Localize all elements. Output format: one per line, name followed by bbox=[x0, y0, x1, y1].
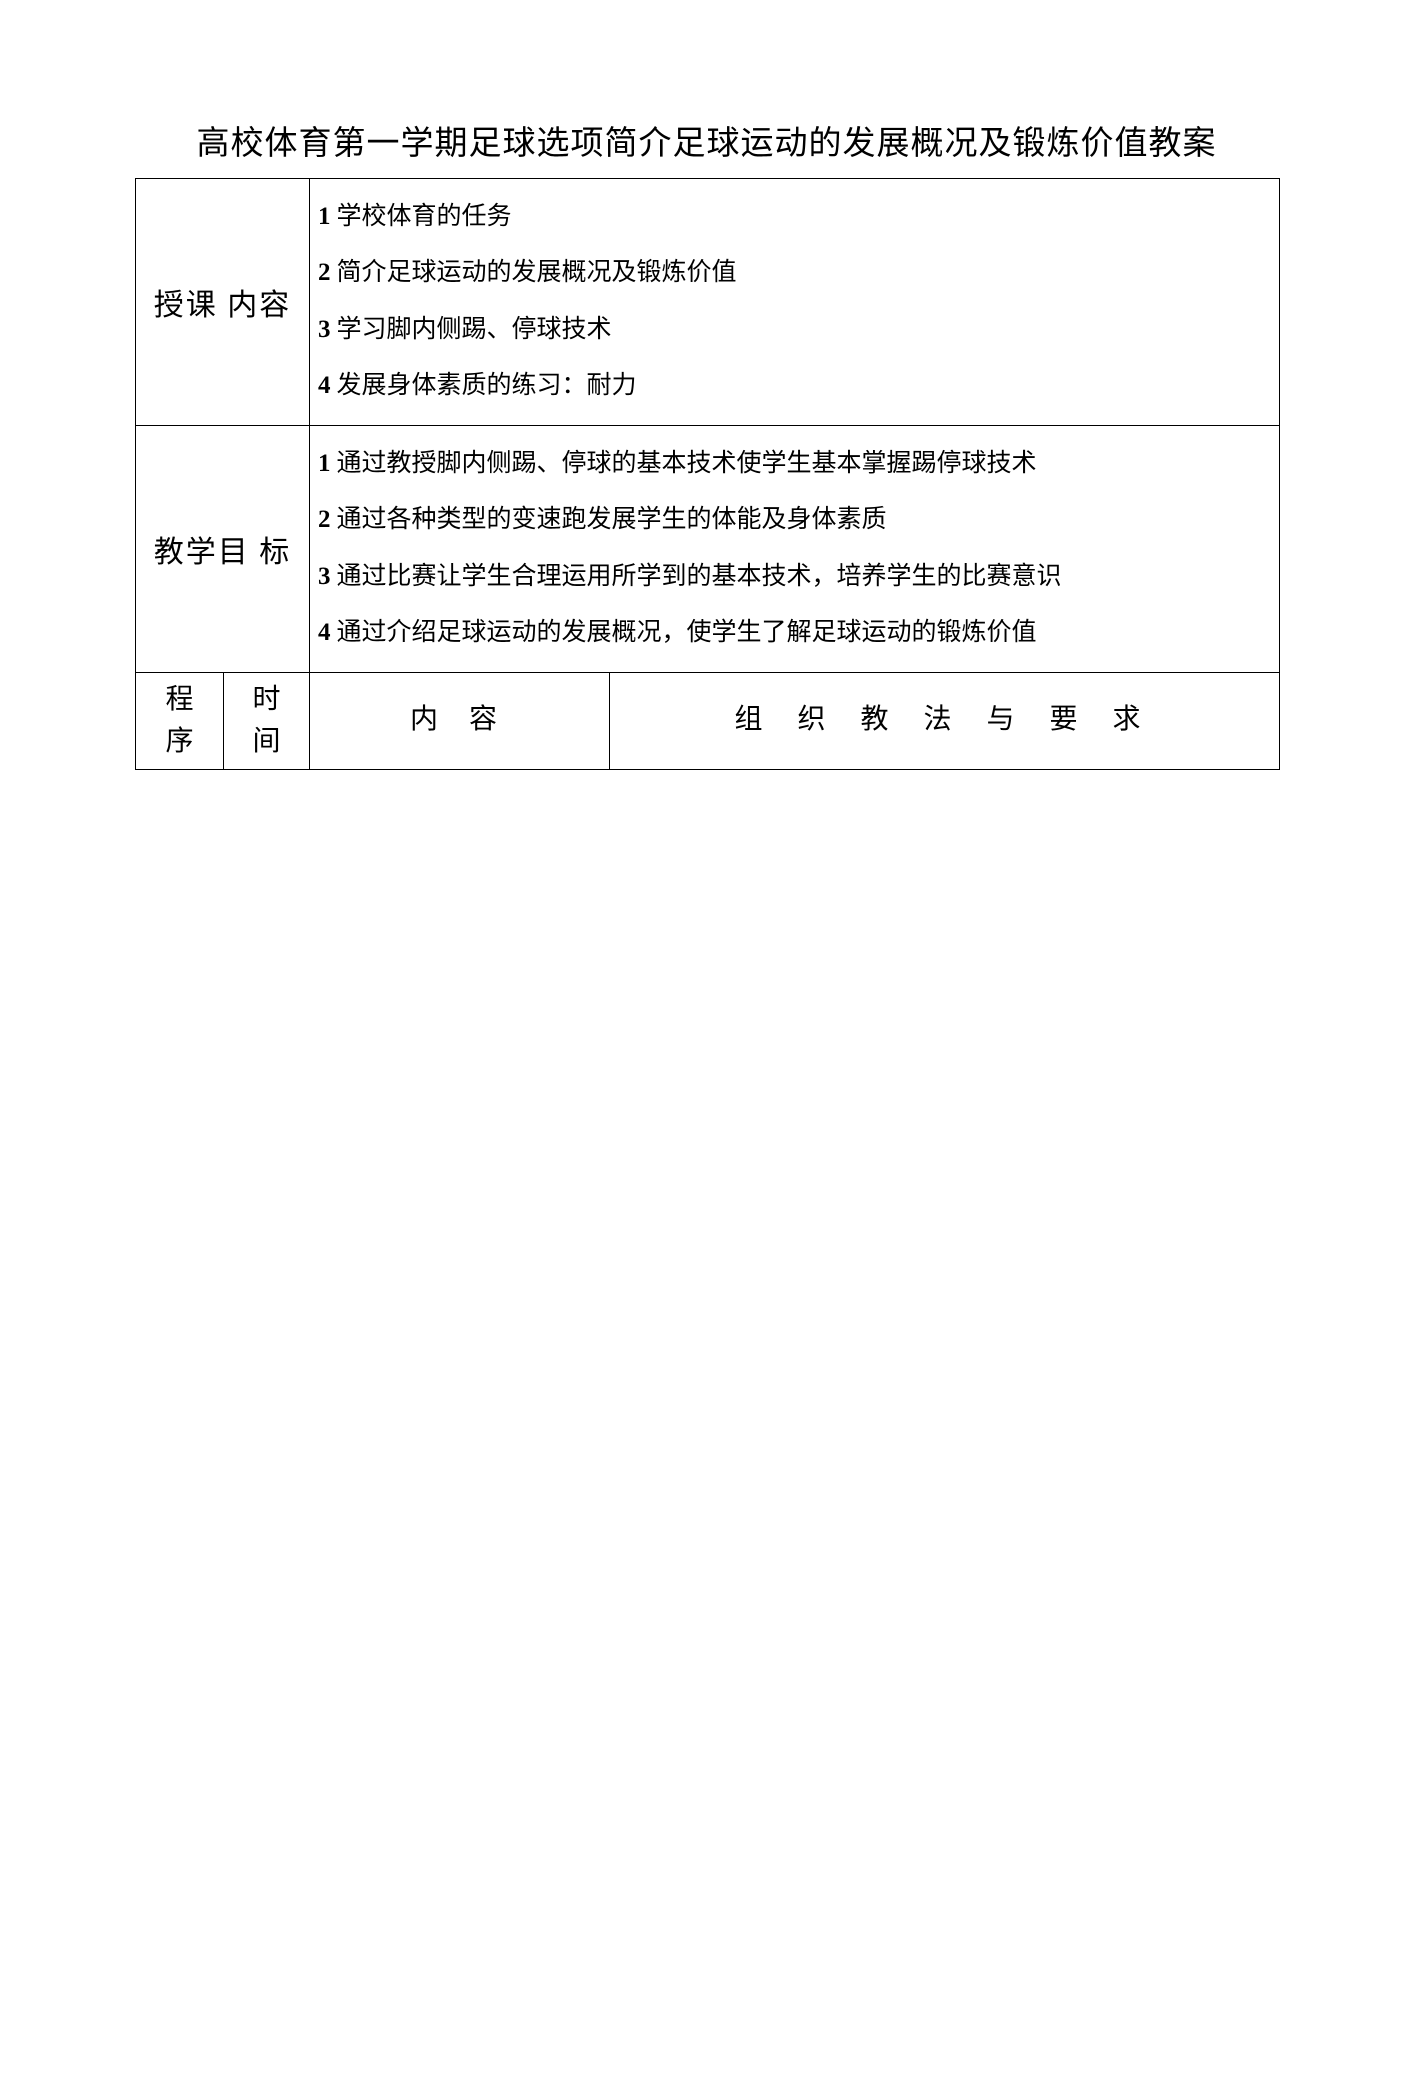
item-1-text: 学校体育的任务 bbox=[337, 203, 512, 230]
header-methods: 组 织 教 法 与 要 求 bbox=[610, 672, 1280, 769]
content-teaching-content: 1学校体育的任务 2简介足球运动的发展概况及锻炼价值 3学习脚内侧踢、停球技术 … bbox=[310, 178, 1280, 425]
goal-2-num: 2 bbox=[318, 506, 331, 533]
goal-1-num: 1 bbox=[318, 450, 331, 477]
item-2-num: 2 bbox=[318, 259, 331, 286]
goal-2-text: 通过各种类型的变速跑发展学生的体能及身体素质 bbox=[337, 506, 887, 533]
header-sequence: 程序 bbox=[136, 672, 224, 769]
goal-2: 2通过各种类型的变速跑发展学生的体能及身体素质 bbox=[318, 492, 1271, 549]
item-4-text: 发展身体素质的练习：耐力 bbox=[337, 372, 637, 399]
goal-3: 3通过比赛让学生合理运用所学到的基本技术，培养学生的比赛意识 bbox=[318, 549, 1271, 606]
label-teaching-goals: 教学目 标 bbox=[136, 425, 310, 672]
goal-1: 1通过教授脚内侧踢、停球的基本技术使学生基本掌握踢停球技术 bbox=[318, 436, 1271, 493]
goal-4-text: 通过介绍足球运动的发展概况，使学生了解足球运动的锻炼价值 bbox=[337, 619, 1037, 646]
row-teaching-content: 授课 内容 1学校体育的任务 2简介足球运动的发展概况及锻炼价值 3学习脚内侧踢… bbox=[136, 178, 1280, 425]
content-teaching-goals: 1通过教授脚内侧踢、停球的基本技术使学生基本掌握踢停球技术 2通过各种类型的变速… bbox=[310, 425, 1280, 672]
item-4: 4发展身体素质的练习：耐力 bbox=[318, 358, 1271, 415]
header-content: 内 容 bbox=[310, 672, 610, 769]
goal-1-text: 通过教授脚内侧踢、停球的基本技术使学生基本掌握踢停球技术 bbox=[337, 450, 1037, 477]
item-1: 1学校体育的任务 bbox=[318, 189, 1271, 246]
item-2: 2简介足球运动的发展概况及锻炼价值 bbox=[318, 245, 1271, 302]
item-2-text: 简介足球运动的发展概况及锻炼价值 bbox=[337, 259, 737, 286]
item-3: 3学习脚内侧踢、停球技术 bbox=[318, 302, 1271, 359]
goal-4-num: 4 bbox=[318, 619, 331, 646]
goal-4: 4通过介绍足球运动的发展概况，使学生了解足球运动的锻炼价值 bbox=[318, 605, 1271, 662]
goal-3-text: 通过比赛让学生合理运用所学到的基本技术，培养学生的比赛意识 bbox=[337, 563, 1062, 590]
item-4-num: 4 bbox=[318, 372, 331, 399]
document-title: 高校体育第一学期足球选项简介足球运动的发展概况及锻炼价值教案 bbox=[135, 120, 1278, 170]
header-time: 时间 bbox=[224, 672, 310, 769]
item-3-num: 3 bbox=[318, 316, 331, 343]
item-3-text: 学习脚内侧踢、停球技术 bbox=[337, 316, 612, 343]
goal-3-num: 3 bbox=[318, 563, 331, 590]
lesson-plan-table: 授课 内容 1学校体育的任务 2简介足球运动的发展概况及锻炼价值 3学习脚内侧踢… bbox=[135, 178, 1280, 770]
item-1-num: 1 bbox=[318, 203, 331, 230]
row-column-headers: 程序 时间 内 容 组 织 教 法 与 要 求 bbox=[136, 672, 1280, 769]
row-teaching-goals: 教学目 标 1通过教授脚内侧踢、停球的基本技术使学生基本掌握踢停球技术 2通过各… bbox=[136, 425, 1280, 672]
label-teaching-content: 授课 内容 bbox=[136, 178, 310, 425]
